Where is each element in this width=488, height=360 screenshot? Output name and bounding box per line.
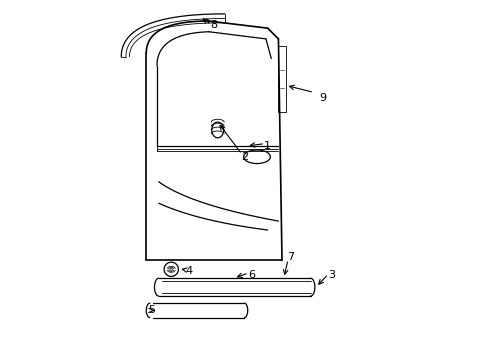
Text: 3: 3 [328, 270, 335, 280]
Text: 1: 1 [264, 141, 271, 151]
Text: 9: 9 [319, 93, 326, 103]
Text: 5: 5 [148, 305, 155, 315]
Text: 7: 7 [287, 252, 294, 262]
Text: 2: 2 [241, 152, 247, 162]
Text: 8: 8 [210, 19, 217, 30]
Text: 6: 6 [247, 270, 255, 280]
Text: 4: 4 [185, 266, 192, 276]
